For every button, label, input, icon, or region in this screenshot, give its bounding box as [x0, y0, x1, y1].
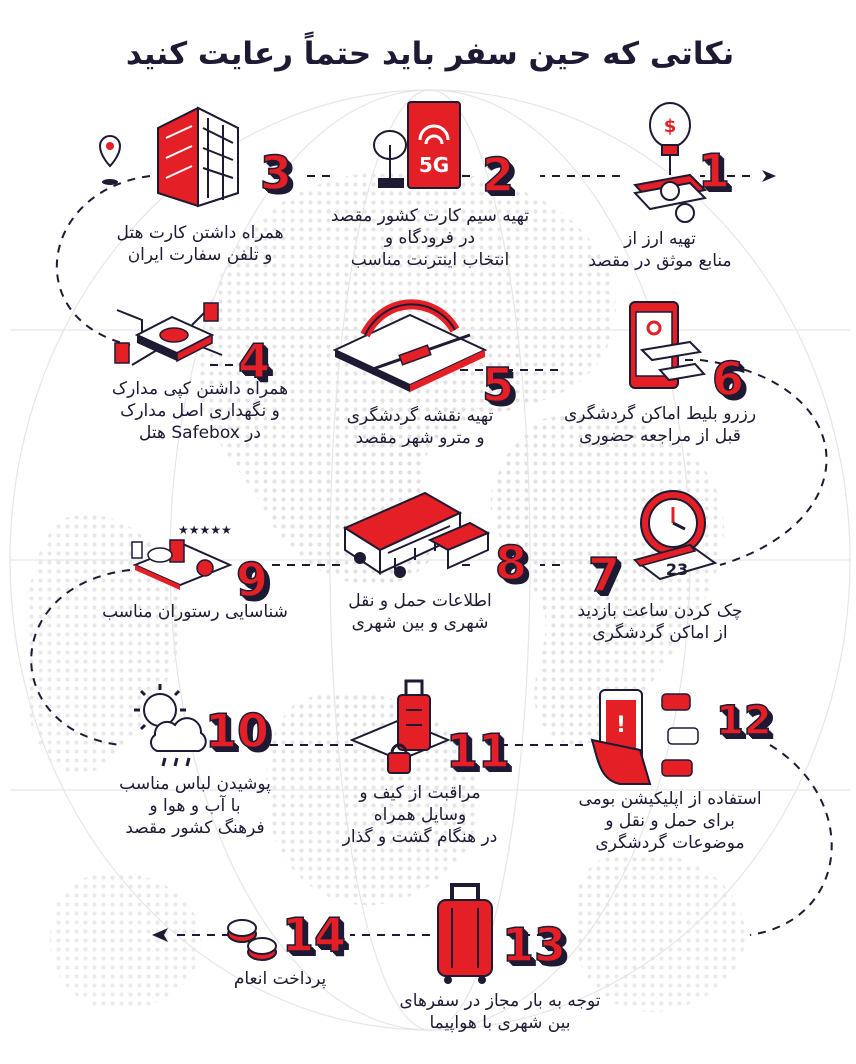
- step-number: 11: [445, 724, 511, 778]
- safebox-documents-icon: [114, 302, 223, 366]
- suitcase-icon: [437, 883, 493, 984]
- step-number: 6: [711, 352, 745, 406]
- hotel-building-icon: [98, 106, 239, 208]
- step-number: 5: [481, 358, 515, 412]
- step-label: تهیه ارز از منابع موثق در مقصد: [588, 229, 732, 271]
- svg-text:$: $: [664, 116, 677, 137]
- mobile-app-icon: !: [590, 689, 699, 785]
- step-number: 3: [259, 146, 293, 200]
- luggage-lock-icon: [350, 679, 450, 774]
- step-label: چک کردن ساعت بازدید از اماکن گردشگری: [577, 601, 743, 643]
- weather-icon: [134, 684, 207, 767]
- bus-icon: [342, 491, 490, 578]
- metro-station-icon: [332, 299, 488, 392]
- clock-calendar-icon: 23: [632, 490, 718, 581]
- svg-text:5G: 5G: [419, 153, 449, 177]
- dashed-route-path: [30, 175, 833, 936]
- svg-text:!: !: [616, 713, 626, 738]
- step-number: 9: [235, 553, 269, 607]
- step-number: 10: [204, 704, 270, 758]
- step-label: تهیه نقشه گردشگری و مترو شهر مقصد: [346, 406, 494, 448]
- title-underlay: [100, 44, 756, 66]
- step-label: شناسایی رستوران مناسب: [102, 602, 288, 622]
- step-label: تهیه سیم کارت کشور مقصد در فرودگاه و انتخا…: [330, 206, 530, 270]
- step-number: 13: [501, 918, 567, 972]
- step-number: 7: [587, 548, 621, 602]
- page-title: نکاتی که حین سفر باید حتماً رعایت کنید: [125, 36, 735, 72]
- mobile-ticket-icon: [629, 301, 706, 389]
- step-number: 12: [715, 698, 772, 744]
- globe-grid-lines: [9, 89, 851, 1031]
- step-number: 8: [494, 536, 528, 590]
- svg-text:★★★★★: ★★★★★: [178, 523, 232, 537]
- step-label: توجه به بار مجاز در سفرهای بین شهری با هو…: [399, 991, 601, 1033]
- step-label: پوشیدن لباس مناسب با آب و هوا و فرهنگ کشور…: [119, 774, 271, 838]
- step-label: همراه داشتن کارت هتل و تلفن سفارت ایران: [116, 223, 284, 265]
- step-number: 1: [697, 144, 731, 198]
- step-number: 2: [481, 148, 515, 202]
- step-label: همراه داشتن کپی مدارک و نگهداری اصل مدارک…: [111, 379, 289, 443]
- sim-card-5g-icon: 5G: [373, 101, 461, 189]
- step-label: استفاده از اپلیکیشن بومی برای حمل و نقل و…: [578, 789, 762, 853]
- restaurant-rating-icon: ★★★★★: [131, 523, 233, 590]
- step-label: رزرو بلیط اماکن گردشگری قبل از مراجعه حضو…: [563, 404, 757, 446]
- step-label: مراقبت از کیف و وسایل همراه در هنگام گشت و…: [342, 783, 498, 847]
- svg-text:23: 23: [666, 560, 688, 579]
- step-number: 4: [237, 334, 271, 388]
- coins-icon: [227, 919, 277, 961]
- step-label: پرداخت انعام: [233, 969, 327, 989]
- route-start-arrow: [762, 170, 776, 182]
- route-end-arrow: [152, 928, 168, 942]
- money-lightbulb-icon: $: [633, 102, 708, 223]
- step-number: 14: [281, 908, 347, 962]
- step-label: اطلاعات حمل و نقل شهری و بین شهری: [348, 591, 492, 633]
